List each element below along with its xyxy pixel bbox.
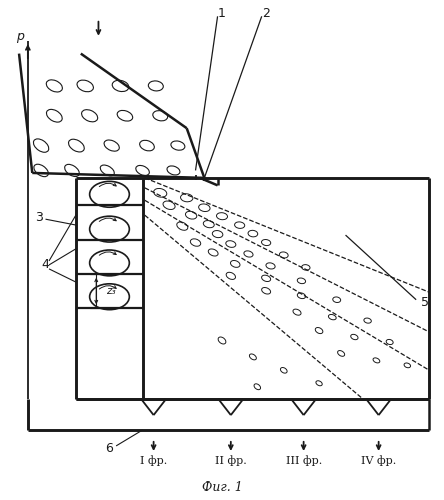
Text: 6: 6	[106, 442, 113, 456]
Text: 5: 5	[421, 296, 429, 308]
Text: 4: 4	[42, 258, 49, 272]
Text: 3: 3	[35, 211, 43, 224]
Text: 1: 1	[218, 8, 226, 20]
Text: Фиг. 1: Фиг. 1	[202, 481, 242, 494]
Text: III фр.: III фр.	[285, 456, 322, 466]
Text: IV фр.: IV фр.	[361, 456, 396, 466]
Text: z₃: z₃	[107, 286, 116, 296]
Text: 2: 2	[262, 8, 270, 20]
Text: I фр.: I фр.	[140, 456, 167, 466]
Text: р: р	[16, 30, 24, 43]
Text: II фр.: II фр.	[215, 456, 247, 466]
